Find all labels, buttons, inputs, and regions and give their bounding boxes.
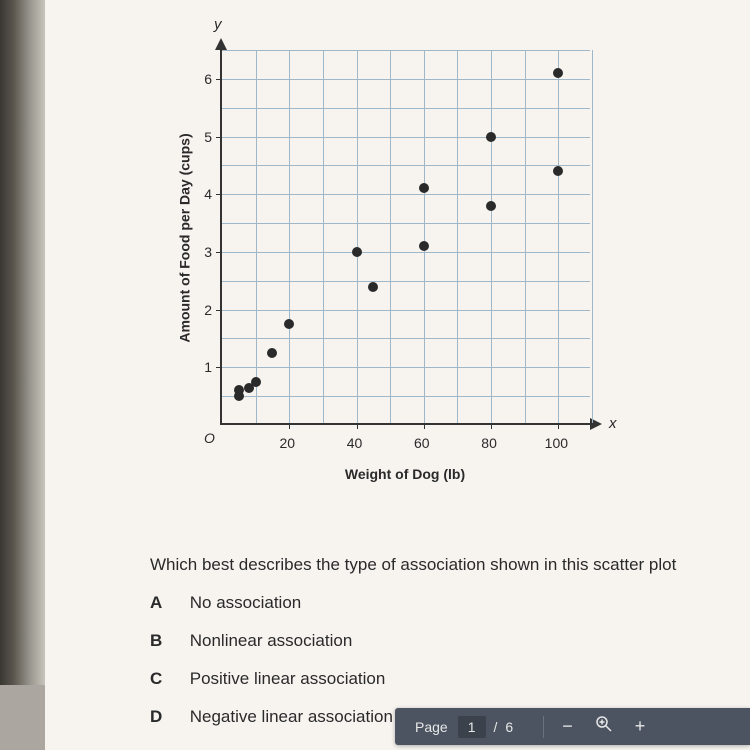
zoom-in-magnifier-icon[interactable] <box>595 715 613 738</box>
x-tick-label: 100 <box>545 435 568 451</box>
answer-text: Positive linear association <box>190 669 386 688</box>
y-tick-label: 6 <box>192 71 212 87</box>
question-text: Which best describes the type of associa… <box>150 555 750 575</box>
tick-mark-x <box>424 423 425 429</box>
left-background-strip-bottom <box>0 685 45 750</box>
y-tick-label: 3 <box>192 244 212 260</box>
tick-mark-y <box>216 367 222 368</box>
x-tick-label: 80 <box>481 435 497 451</box>
data-point <box>486 201 496 211</box>
zoom-in-icon[interactable]: + <box>635 716 646 737</box>
toolbar-page-label: Page <box>415 719 448 735</box>
toolbar-current-page[interactable]: 1 <box>458 716 486 738</box>
y-axis-arrow <box>215 38 227 50</box>
y-axis-label: Amount of Food per Day (cups) <box>177 133 193 342</box>
grid-line-horizontal <box>222 194 590 195</box>
y-tick-label: 4 <box>192 186 212 202</box>
answer-letter: A <box>150 593 185 613</box>
grid-line-horizontal <box>222 223 590 224</box>
grid-line-horizontal <box>222 137 590 138</box>
grid-line-horizontal <box>222 281 590 282</box>
grid-line-horizontal <box>222 338 590 339</box>
toolbar-slash: / <box>494 719 498 735</box>
plot-area <box>220 50 590 425</box>
data-point <box>419 241 429 251</box>
answer-letter: B <box>150 631 185 651</box>
answer-text: No association <box>190 593 302 612</box>
answer-text: Negative linear association <box>190 707 393 726</box>
zoom-out-icon[interactable]: − <box>562 716 573 737</box>
scatter-chart: y x O Amount of Food per Day (cups) Weig… <box>175 20 635 500</box>
toolbar-divider <box>543 716 544 738</box>
left-background-strip <box>0 0 45 685</box>
answer-option-a[interactable]: A No association <box>150 593 301 613</box>
data-point <box>284 319 294 329</box>
tick-mark-y <box>216 252 222 253</box>
tick-mark-y <box>216 79 222 80</box>
data-point <box>234 385 244 395</box>
y-arrow-label: y <box>214 16 222 33</box>
answer-letter: C <box>150 669 185 689</box>
tick-mark-x <box>357 423 358 429</box>
grid-line-horizontal <box>222 165 590 166</box>
data-point <box>419 183 429 193</box>
x-tick-label: 60 <box>414 435 430 451</box>
data-point <box>553 68 563 78</box>
data-point <box>267 348 277 358</box>
x-tick-label: 40 <box>347 435 363 451</box>
grid-line-horizontal <box>222 79 590 80</box>
x-tick-label: 20 <box>279 435 295 451</box>
data-point <box>352 247 362 257</box>
x-arrow-label: x <box>609 415 617 432</box>
answer-text: Nonlinear association <box>190 631 353 650</box>
x-axis-label: Weight of Dog (lb) <box>175 466 635 482</box>
grid-line-horizontal <box>222 310 590 311</box>
toolbar-total-pages: 6 <box>505 719 513 735</box>
data-point <box>368 282 378 292</box>
y-tick-label: 1 <box>192 359 212 375</box>
y-tick-label: 2 <box>192 302 212 318</box>
tick-mark-x <box>491 423 492 429</box>
answer-option-b[interactable]: B Nonlinear association <box>150 631 352 651</box>
pdf-toolbar: Page 1 / 6 − + <box>395 708 750 745</box>
answer-option-c[interactable]: C Positive linear association <box>150 669 385 689</box>
data-point <box>553 166 563 176</box>
y-tick-label: 5 <box>192 129 212 145</box>
tick-mark-y <box>216 194 222 195</box>
tick-mark-x <box>558 423 559 429</box>
tick-mark-x <box>289 423 290 429</box>
grid-line-horizontal <box>222 50 590 51</box>
answer-letter: D <box>150 707 185 727</box>
paper-area: y x O Amount of Food per Day (cups) Weig… <box>45 0 750 750</box>
data-point <box>486 132 496 142</box>
grid-line-vertical <box>592 50 593 423</box>
grid-line-horizontal <box>222 367 590 368</box>
tick-mark-y <box>216 137 222 138</box>
grid-line-horizontal <box>222 252 590 253</box>
answer-option-d[interactable]: D Negative linear association <box>150 707 393 727</box>
grid-line-horizontal <box>222 108 590 109</box>
tick-mark-y <box>216 310 222 311</box>
grid-line-horizontal <box>222 396 590 397</box>
data-point <box>251 377 261 387</box>
origin-label: O <box>204 430 215 446</box>
